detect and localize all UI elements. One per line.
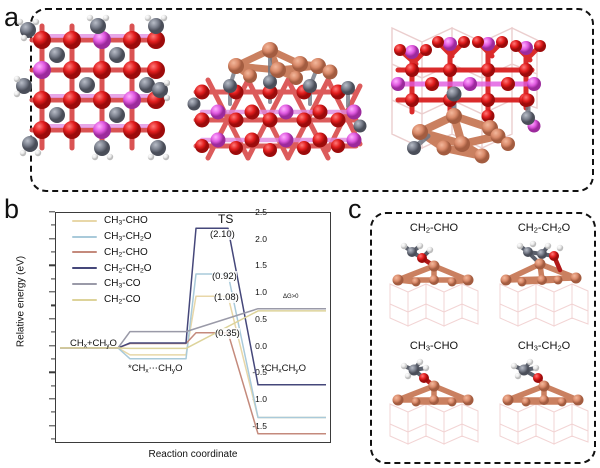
structure-cell-ch2-ch2o: CH2-CH2O <box>492 222 596 334</box>
legend-swatch-ch2-cho <box>72 251 97 254</box>
ytick-mark <box>49 211 55 213</box>
legend-item[interactable]: CH3-CHO <box>72 213 152 229</box>
legend-item[interactable]: CH2-CH2O <box>72 260 152 276</box>
ytick-minor <box>51 384 55 387</box>
ytick-mark <box>49 398 55 400</box>
structure-cluster-embedded-perspective <box>382 8 546 172</box>
legend-item[interactable]: CH3-CO <box>72 276 152 292</box>
cell-label: CH3-CHO <box>409 340 459 353</box>
panel-c-letter: c <box>348 194 362 224</box>
energy-trace-ch3-cho <box>60 295 326 419</box>
x-axis-label: Reaction coordinate <box>148 449 238 460</box>
ytick-minor <box>51 358 55 360</box>
state-label-initial: CHx+CHyO <box>70 338 117 350</box>
legend-label: CH2-CHO <box>104 246 148 259</box>
ytick-mark <box>49 237 55 240</box>
legend-label: CH3-CO <box>104 278 141 290</box>
legend-swatch-ch2-co <box>72 298 97 301</box>
annotation-barrier-0-92: (0.92) <box>212 271 237 282</box>
state-label-final: *CHxCHyO <box>261 363 307 375</box>
panel-a-letter: a <box>4 2 20 32</box>
ytick-minor <box>51 224 55 226</box>
ytick-mark <box>49 424 55 427</box>
legend-label: CH3-CHO <box>104 215 148 227</box>
ytick-mark <box>49 371 55 373</box>
annotation-barrier-1-08: (1.08) <box>214 292 239 303</box>
ytick-label: 0.5 <box>255 313 267 324</box>
energy-trace-ch2-ch2o <box>60 227 326 386</box>
cell-label: CH2-CH2O <box>517 222 571 235</box>
cell-label: CH3-CH2O <box>517 340 571 353</box>
ytick-mark <box>49 318 55 320</box>
cell-label: CH2-CHO <box>409 222 459 235</box>
annotation-delta-g-positive: ΔG>0 <box>283 294 299 300</box>
structure-cell-ch3-cho: CH3-CHO <box>382 340 486 452</box>
panel-b-letter: b <box>4 194 20 224</box>
legend-swatch-ch2-ch2o <box>72 267 97 270</box>
legend-swatch-ch3-co <box>72 283 97 286</box>
ytick-minor <box>51 304 55 306</box>
energy-trace-ch3-ch2o <box>60 273 326 419</box>
ytick-label: 2.0 <box>255 233 267 244</box>
ytick-label: 1.0 <box>255 287 267 298</box>
legend-item[interactable]: CH2-CHO <box>72 245 152 261</box>
ytick-label: -1.0 <box>252 393 267 404</box>
legend-label: CH3-CH2O <box>104 230 152 243</box>
ytick-mark <box>49 291 55 293</box>
legend-label: CH2-CH2O <box>104 262 152 275</box>
legend-item[interactable]: CH2-CO <box>72 292 152 308</box>
ytick-label: -0.5 <box>252 367 267 378</box>
molecule-render-ch3-ch2o <box>499 358 589 445</box>
ytick-minor <box>51 411 55 413</box>
ytick-label: -1.5 <box>252 420 267 431</box>
state-label-intermediate: *CHx⋯CHyO <box>128 363 183 375</box>
ytick-minor <box>51 438 55 440</box>
annotation-barrier-2-10: (2.10) <box>210 229 235 240</box>
ytick-minor <box>51 331 55 333</box>
structure-cell-ch3-ch2o: CH3-CH2O <box>492 340 596 452</box>
ytick-label: 1.5 <box>255 260 267 271</box>
annotation-barrier-0-35: (0.35) <box>215 328 240 339</box>
molecule-render-ch2-ch2o <box>499 240 589 327</box>
legend-swatch-ch3-ch2o <box>72 235 97 238</box>
structure-cluster-on-slab-side-view <box>178 8 373 172</box>
legend-item[interactable]: CH3-CH2O <box>72 229 152 245</box>
structure-cell-ch2-cho: CH2-CHO <box>382 222 486 334</box>
ytick-label: 0.0 <box>255 340 267 351</box>
ytick-minor <box>51 278 55 280</box>
ytick-minor <box>51 251 55 253</box>
chart-legend: CH3-CHO CH3-CH2O CH2-CHO CH2-CH2O CH3-CO… <box>72 213 152 308</box>
annotation-ts: TS <box>218 212 234 226</box>
molecule-render-ch2-cho <box>389 242 479 327</box>
legend-swatch-ch3-cho <box>72 219 97 222</box>
ytick-mark <box>49 344 55 347</box>
energy-trace-ch2-co <box>60 310 326 350</box>
structure-bulk-oxide-top-view <box>10 8 170 172</box>
molecule-render-ch3-cho <box>389 358 479 445</box>
legend-label: CH2-CO <box>104 294 141 306</box>
ytick-mark <box>49 264 55 267</box>
